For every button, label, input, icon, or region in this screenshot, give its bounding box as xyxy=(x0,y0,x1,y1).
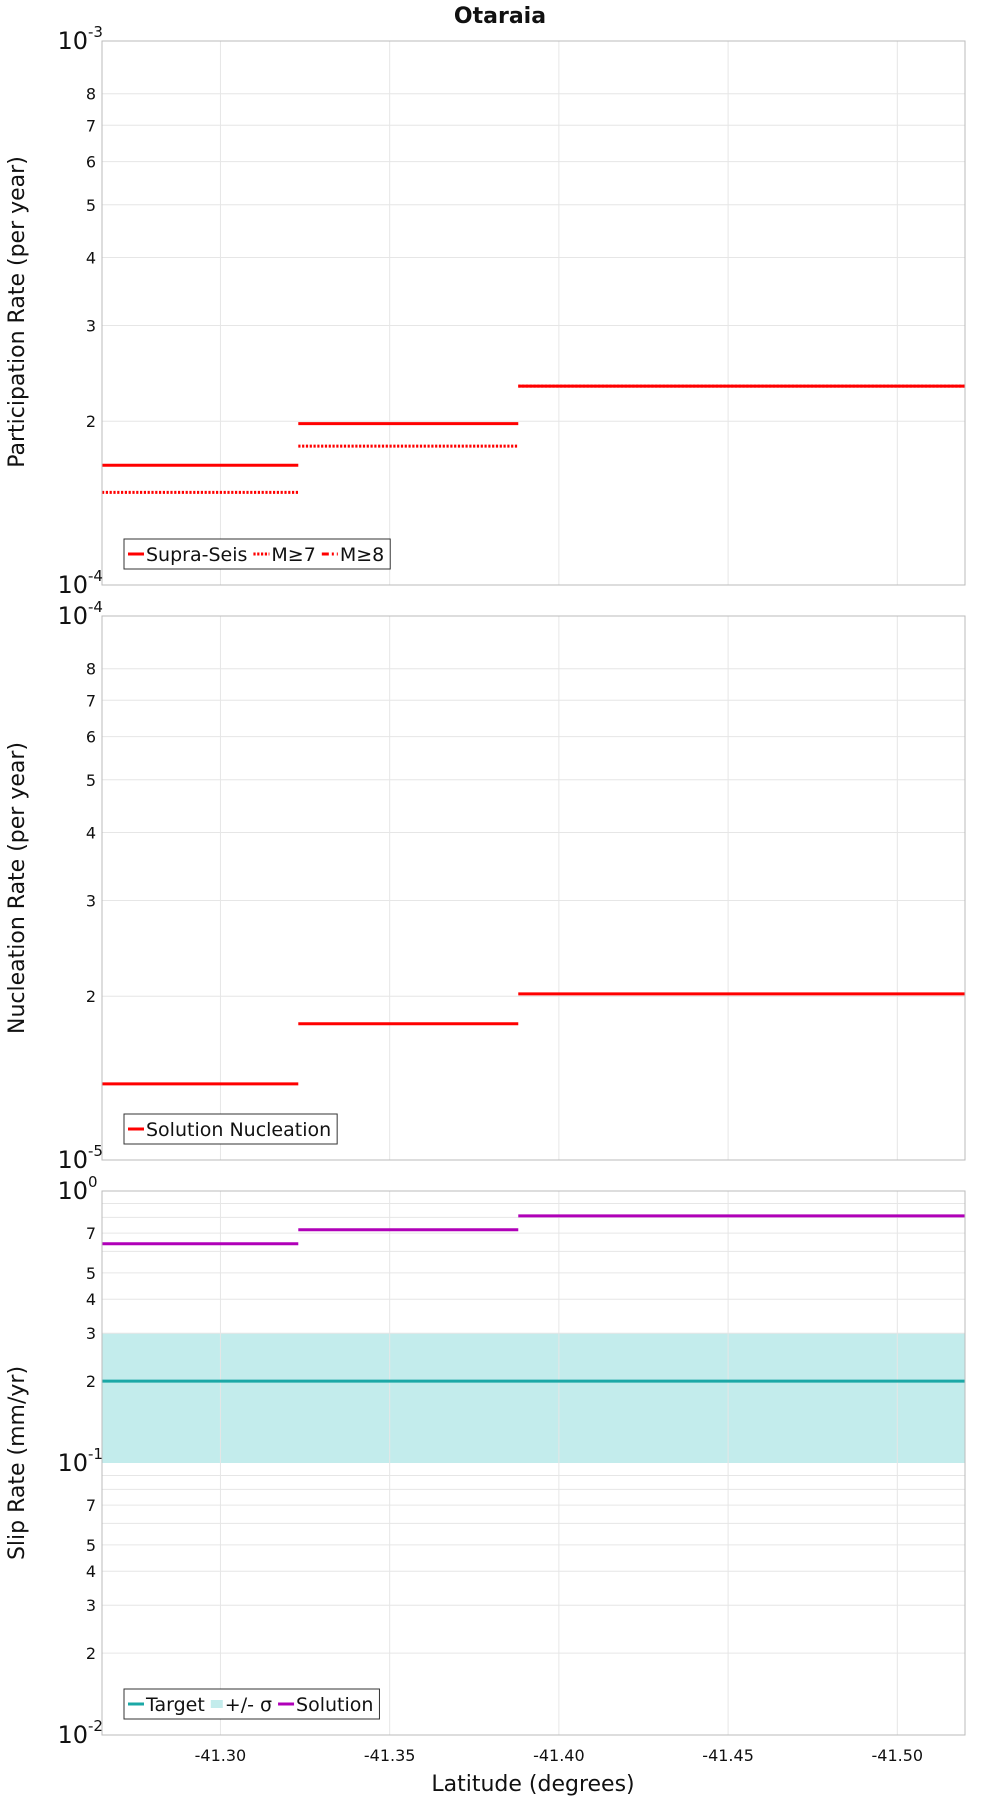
nucleation-y-major-tick-base: 10 xyxy=(57,1146,88,1174)
nucleation-y-tick-label: 7 xyxy=(86,691,96,710)
nucleation-y-tick-label: 5 xyxy=(86,771,96,790)
slip-rate-y-major-tick-base: 10 xyxy=(57,1449,88,1477)
nucleation-legend-frame xyxy=(123,1113,338,1145)
nucleation-y-major-tick-exponent: -5 xyxy=(88,1142,103,1160)
slip-rate-x-tick-label: -41.35 xyxy=(364,1746,416,1765)
nucleation-y-tick-label: 2 xyxy=(86,987,96,1006)
participation-y-tick-label: 3 xyxy=(86,316,96,335)
nucleation-y-major-tick-base: 10 xyxy=(57,602,88,630)
slip-rate-sigma-band xyxy=(102,1333,965,1463)
slip-rate-y-major-tick-base: 10 xyxy=(57,1177,88,1205)
participation-y-axis-label: Participation Rate (per year) xyxy=(5,156,30,468)
slip-rate-x-tick-label: -41.50 xyxy=(872,1746,924,1765)
slip-rate-plot-frame xyxy=(101,1190,966,1736)
participation-y-major-tick-base: 10 xyxy=(57,571,88,599)
nucleation-legend: Solution Nucleation xyxy=(123,1113,338,1145)
participation-y-tick-label: 2 xyxy=(86,412,96,431)
participation-legend: Supra-Seis M≥7 M≥8 xyxy=(123,538,391,570)
slip-rate-legend-swatch xyxy=(210,1700,223,1708)
slip-rate-legend: Target +/- σ Solution xyxy=(123,1688,380,1720)
slip-rate-legend-entry: Target xyxy=(145,1694,205,1716)
participation-legend-entry: M≥8 xyxy=(340,544,384,566)
participation-y-major-tick-exponent: -4 xyxy=(88,567,103,585)
participation-legend-frame xyxy=(123,538,391,570)
slip-rate-y-tick-label: 2 xyxy=(86,1372,96,1391)
slip-rate-y-major-tick-exponent: 0 xyxy=(88,1173,98,1191)
slip-rate-x-tick-label: -41.30 xyxy=(195,1746,247,1765)
x-axis-label: Latitude (degrees) xyxy=(431,1772,634,1797)
nucleation-y-tick-label: 4 xyxy=(86,823,96,842)
slip-rate-y-tick-label: 7 xyxy=(86,1496,96,1515)
participation-y-tick-label: 8 xyxy=(86,85,96,104)
slip-rate-y-tick-label: 4 xyxy=(86,1562,96,1581)
nucleation-y-axis-label: Nucleation Rate (per year) xyxy=(5,742,30,1034)
participation-y-tick-label: 5 xyxy=(86,196,96,215)
slip-rate-y-tick-label: 7 xyxy=(86,1224,96,1243)
slip-rate-y-tick-label: 4 xyxy=(86,1290,96,1309)
nucleation-plot-frame xyxy=(101,615,966,1161)
slip-rate-legend-entry: +/- σ xyxy=(225,1694,272,1716)
slip-rate-x-tick-label: -41.40 xyxy=(533,1746,585,1765)
participation-legend-entry: M≥7 xyxy=(271,544,315,566)
slip-rate-y-tick-label: 5 xyxy=(86,1536,96,1555)
slip-rate-y-tick-label: 2 xyxy=(86,1644,96,1663)
participation-legend-entry: Supra-Seis xyxy=(146,544,247,566)
participation-y-tick-label: 6 xyxy=(86,153,96,172)
participation-plot-area xyxy=(102,41,965,585)
slip-rate-y-tick-label: 3 xyxy=(86,1596,96,1615)
nucleation-y-major-tick-exponent: -4 xyxy=(88,598,103,616)
participation-y-major-tick-base: 10 xyxy=(57,27,88,55)
participation-y-tick-label: 7 xyxy=(86,116,96,135)
participation-y-tick-label: 4 xyxy=(86,248,96,267)
slip-rate-y-major-tick-base: 10 xyxy=(57,1721,88,1749)
participation-plot-frame xyxy=(101,40,966,586)
slip-rate-y-axis-label: Slip Rate (mm/yr) xyxy=(5,1366,30,1560)
nucleation-y-tick-label: 8 xyxy=(86,660,96,679)
slip-rate-legend-frame xyxy=(123,1688,380,1720)
participation-rate-panel: Participation Rate (per year) 234567810-… xyxy=(5,23,966,599)
slip-rate-x-tick-label: -41.45 xyxy=(702,1746,754,1765)
nucleation-legend-entry: Solution Nucleation xyxy=(146,1119,331,1141)
slip-rate-y-tick-label: 5 xyxy=(86,1264,96,1283)
nucleation-y-tick-label: 3 xyxy=(86,891,96,910)
nucleation-plot-area xyxy=(102,616,965,1160)
chart-title: Otaraia xyxy=(454,4,546,29)
nucleation-y-tick-label: 6 xyxy=(86,728,96,747)
slip-rate-legend-entry: Solution xyxy=(296,1694,373,1716)
participation-y-major-tick-exponent: -3 xyxy=(88,23,103,41)
slip-rate-y-major-tick-exponent: -1 xyxy=(88,1445,103,1463)
slip-rate-y-major-tick-exponent: -2 xyxy=(88,1717,103,1735)
slip-rate-y-tick-label: 3 xyxy=(86,1324,96,1343)
